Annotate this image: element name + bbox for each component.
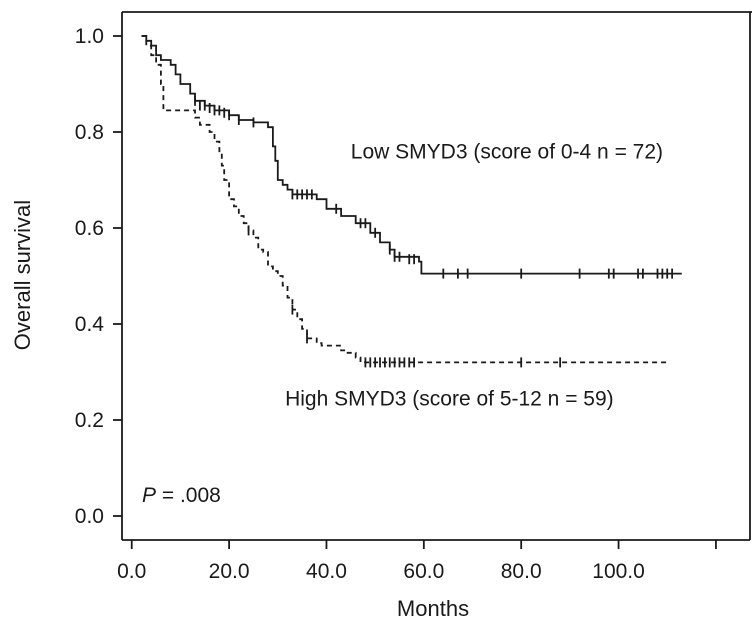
x-tick-label: 80.0 <box>501 560 542 583</box>
p-value-symbol: P <box>142 484 156 507</box>
y-axis-title: Overall survival <box>10 200 35 350</box>
y-tick-label: 0.0 <box>75 505 104 528</box>
x-tick-label: 100.0 <box>592 560 645 583</box>
series-layer <box>141 35 682 364</box>
y-tick-label: 1.0 <box>75 25 104 48</box>
x-axis-title: Months <box>397 596 469 621</box>
x-tick-label: 60.0 <box>403 560 444 583</box>
series-high-smyd3-line <box>141 35 668 364</box>
y-tick-label: 0.6 <box>75 217 104 240</box>
plot-frame <box>121 11 752 541</box>
y-axis-ticks: 0.0 0.2 0.4 0.6 0.8 1.0 <box>75 25 122 528</box>
x-tick-label: 40.0 <box>306 560 347 583</box>
annotation-low-smyd3: Low SMYD3 (score of 0-4 n = 72) <box>351 140 663 163</box>
x-tick-label: 0.0 <box>117 560 146 583</box>
censor-marks-layer <box>194 95 674 368</box>
y-tick-label: 0.4 <box>75 313 105 336</box>
p-value-text: = .008 <box>156 484 221 507</box>
x-tick-label: 20.0 <box>209 560 250 583</box>
y-tick-label: 0.2 <box>75 409 104 432</box>
annotation-high-smyd3: High SMYD3 (score of 5-12 n = 59) <box>285 388 614 411</box>
p-value-label: P = .008 <box>142 484 221 507</box>
y-tick-label: 0.8 <box>75 121 104 144</box>
x-axis-ticks: 0.0 20.0 40.0 60.0 80.0 100.0 <box>117 540 717 583</box>
